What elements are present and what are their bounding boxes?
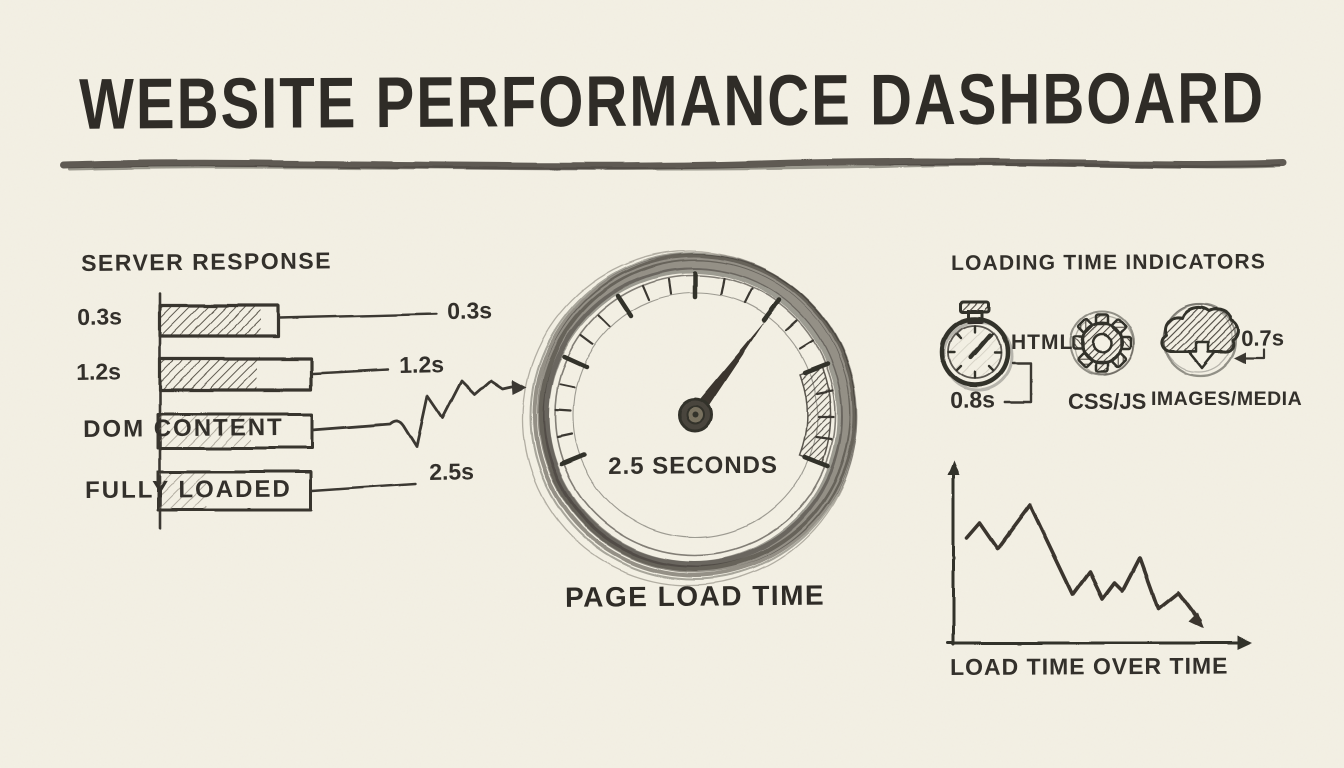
trend-axes [946,468,1244,646]
bar-text-fully-loaded: FULLY LOADED [84,475,292,504]
squiggle-arrow [310,378,527,449]
gauge-reading: 2.5 SECONDS [608,451,779,480]
gauge-needle [677,320,766,433]
trend-caption: LOAD TIME OVER TIME [949,652,1229,680]
bar-chart-sketch [156,292,527,530]
gauge-sketch [522,250,858,586]
gauge-ring [522,250,858,586]
trend-chart-sketch [946,461,1252,650]
page-title: WEBSITE PERFORMANCE DASHBOARD [79,57,1266,145]
bar-text-dom-content: DOM CONTENT [82,413,284,443]
indicator-label-media: IMAGES/MEDIA [1151,388,1303,410]
html-time-bracket [1003,361,1033,404]
y-axis-arrowhead-icon [947,461,959,476]
indicator-time-html: 0.8s [949,386,996,413]
download-arrow-icon [1187,340,1217,370]
bar-callout-2: 1.2s [398,351,445,378]
bar-callout-1: 0.3s [446,297,493,324]
stopwatch-hand [968,332,993,360]
bar-axis-label-1: 0.3s [76,303,123,330]
gauge-caption: PAGE LOAD TIME [564,579,826,613]
title-underline [60,158,1288,171]
cloud-download-icon [1160,302,1240,378]
indicator-label-cssjs: CSS/JS [1068,389,1147,414]
callout-lines [277,312,439,493]
bar-axis-label-2: 1.2s [75,358,122,385]
indicator-time-media: 0.7s [1240,325,1285,351]
stopwatch-icon [939,300,1014,392]
bar-row2 [158,357,313,392]
x-axis-arrowhead-icon [1237,636,1252,650]
indicators-heading: LOADING TIME INDICATORS [950,250,1267,275]
bar-callout-4: 2.5s [428,458,475,485]
arrowhead-left-icon [1234,352,1246,364]
gear-icon [1069,310,1135,376]
gauge-minor-ticks [554,277,836,441]
trend-arrowhead-icon [1188,612,1203,628]
gauge-major-ticks [559,270,831,469]
server-response-heading: SERVER RESPONSE [80,247,333,276]
media-time-arrow [1234,347,1266,364]
bar-server-response [158,304,280,338]
arrowhead-right-icon [512,379,527,394]
indicator-icons [939,300,1266,404]
indicator-label-html: HTML [1011,331,1074,354]
trend-line [965,503,1201,622]
